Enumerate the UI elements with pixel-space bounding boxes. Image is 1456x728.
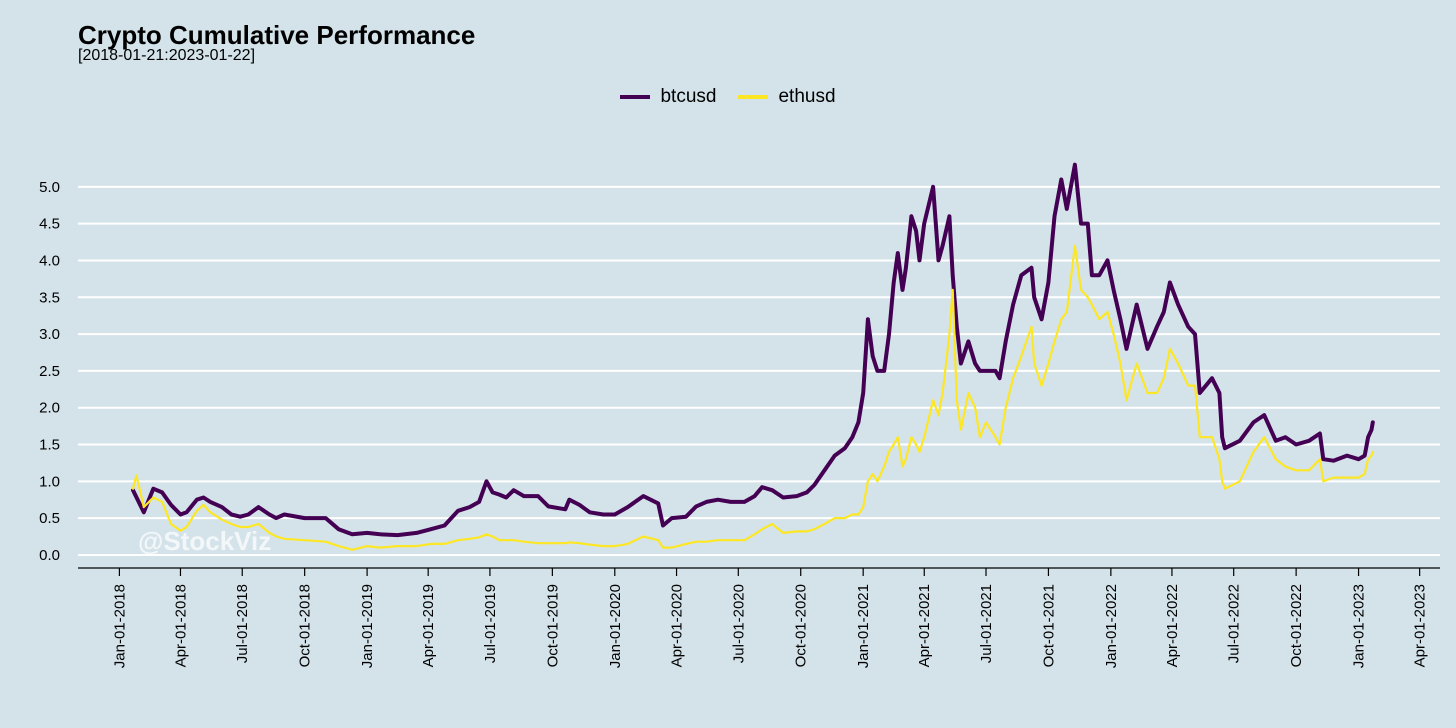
x-tick-label: Oct-01-2022 xyxy=(1288,584,1305,667)
y-tick-label: 3.5 xyxy=(39,289,60,306)
x-tick-label: Jul-01-2018 xyxy=(234,584,251,663)
x-tick-label: Oct-01-2018 xyxy=(297,584,314,667)
x-tick-label: Jan-01-2020 xyxy=(607,584,624,668)
y-tick-label: 2.5 xyxy=(39,363,60,380)
legend-label-ethusd: ethusd xyxy=(778,86,836,107)
x-tick-label: Oct-01-2021 xyxy=(1040,584,1057,667)
legend-key-ethusd xyxy=(738,95,769,99)
y-tick-label: 3.0 xyxy=(39,326,60,343)
x-tick-label: Apr-01-2023 xyxy=(1412,584,1429,667)
y-tick-label: 1.0 xyxy=(39,473,60,490)
y-tick-label: 5.0 xyxy=(39,179,60,196)
y-tick-label: 2.0 xyxy=(39,400,60,417)
series-lines xyxy=(131,162,1375,551)
gridlines xyxy=(78,185,1440,556)
series-line-btcusd xyxy=(131,162,1375,538)
axes: 0.0 0.5 1.0 1.5 2.0 2.5 3.0 3.5 4.0 4.5 5.0 Jan-01-… xyxy=(39,179,1440,668)
chart-legend: btcusd ethusd xyxy=(0,86,1456,108)
x-tick-label: Oct-01-2020 xyxy=(793,584,810,667)
x-tick-label: Jul-01-2021 xyxy=(978,584,995,663)
x-tick-label: Jul-01-2022 xyxy=(1226,584,1243,663)
chart-subtitle: [2018-01-21:2023-01-22] xyxy=(78,47,256,64)
y-tick-label: 4.5 xyxy=(39,216,60,233)
x-tick-label: Apr-01-2022 xyxy=(1164,584,1181,667)
x-tick-label: Jul-01-2019 xyxy=(482,584,499,663)
x-tick-label: Apr-01-2018 xyxy=(172,584,189,667)
series-line-ethusd xyxy=(131,244,1374,551)
chart-title: Crypto Cumulative Performance xyxy=(78,20,476,50)
x-tick-label: Apr-01-2020 xyxy=(669,584,686,667)
legend-item-btcusd: btcusd xyxy=(620,86,716,108)
x-tick-label: Oct-01-2019 xyxy=(544,584,561,667)
x-tick-label: Jan-01-2021 xyxy=(855,584,872,668)
x-tick-label: Apr-01-2019 xyxy=(420,584,437,667)
legend-key-btcusd xyxy=(620,95,651,99)
y-tick-label: 0.0 xyxy=(39,547,60,564)
watermark: @StockViz xyxy=(138,526,272,556)
y-tick-label: 0.5 xyxy=(39,510,60,527)
y-tick-label: 1.5 xyxy=(39,437,60,454)
x-tick-label: Jan-01-2019 xyxy=(359,584,376,668)
legend-item-ethusd: ethusd xyxy=(738,86,836,108)
x-tick-label: Jan-01-2022 xyxy=(1103,584,1120,668)
x-tick-label: Jan-01-2018 xyxy=(111,584,128,668)
y-tick-label: 4.0 xyxy=(39,252,60,269)
legend-label-btcusd: btcusd xyxy=(660,86,717,107)
x-tick-label: Jul-01-2020 xyxy=(730,584,747,663)
x-tick-label: Jan-01-2023 xyxy=(1351,584,1368,668)
x-tick-label: Apr-01-2021 xyxy=(916,584,933,667)
